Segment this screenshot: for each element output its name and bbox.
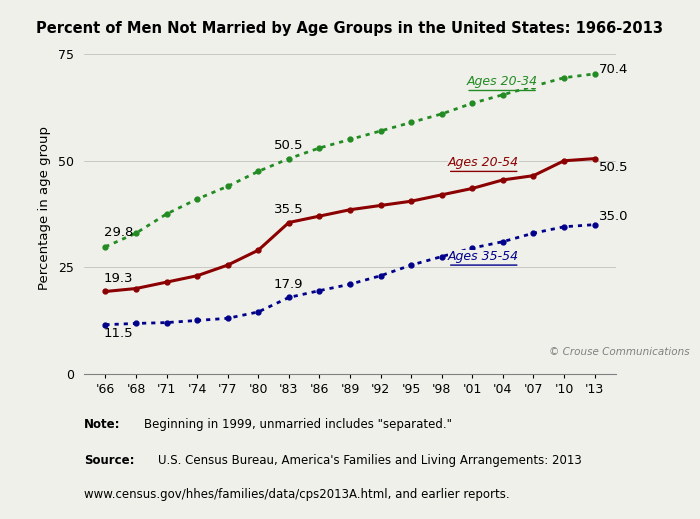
Text: Ages 35-54: Ages 35-54 — [448, 250, 519, 263]
Text: Note:: Note: — [84, 418, 120, 431]
Text: Ages 20-54: Ages 20-54 — [448, 156, 519, 169]
Text: U.S. Census Bureau, America's Families and Living Arrangements: 2013: U.S. Census Bureau, America's Families a… — [158, 454, 581, 467]
Text: 50.5: 50.5 — [274, 139, 303, 152]
Text: 35.0: 35.0 — [599, 210, 629, 223]
Text: Ages 20-34: Ages 20-34 — [466, 75, 538, 88]
Text: 29.8: 29.8 — [104, 226, 133, 239]
Text: 35.5: 35.5 — [274, 203, 303, 216]
Text: © Crouse Communications: © Crouse Communications — [549, 347, 690, 357]
Y-axis label: Percentage in age group: Percentage in age group — [38, 126, 51, 290]
Text: 17.9: 17.9 — [274, 278, 303, 291]
Text: 11.5: 11.5 — [104, 326, 134, 339]
Text: Source:: Source: — [84, 454, 134, 467]
Title: Percent of Men Not Married by Age Groups in the United States: 1966-2013: Percent of Men Not Married by Age Groups… — [36, 21, 664, 36]
Text: 19.3: 19.3 — [104, 272, 134, 285]
Text: 70.4: 70.4 — [599, 63, 629, 76]
Text: Beginning in 1999, unmarried includes "separated.": Beginning in 1999, unmarried includes "s… — [144, 418, 452, 431]
Text: www.census.gov/hhes/families/data/cps2013A.html, and earlier reports.: www.census.gov/hhes/families/data/cps201… — [84, 488, 510, 501]
Text: 50.5: 50.5 — [599, 160, 629, 173]
